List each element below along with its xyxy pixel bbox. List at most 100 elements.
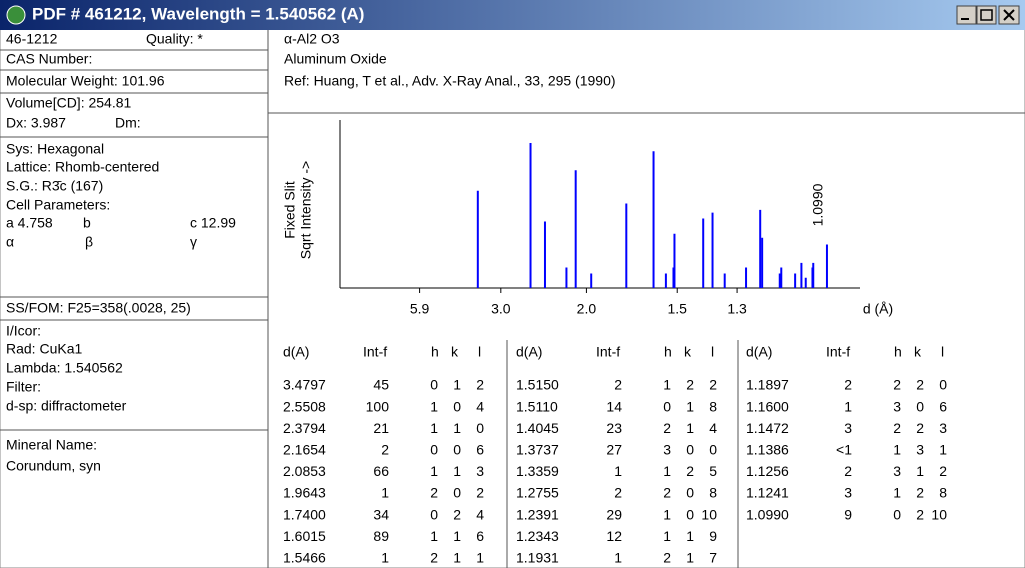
- table-cell: 1.1897: [746, 377, 789, 393]
- table-cell: 1.3737: [516, 442, 559, 458]
- table-cell: 1.9643: [283, 485, 326, 501]
- table-cell: 1: [381, 550, 389, 566]
- radiation: Rad: CuKa1: [6, 341, 82, 357]
- table-cell: 2.5508: [283, 398, 326, 414]
- table-cell: 100: [366, 398, 390, 414]
- table-cell: 0: [916, 398, 924, 414]
- table-cell: 2: [686, 377, 694, 393]
- table-cell: 1: [893, 485, 901, 501]
- table-cell: 4: [476, 506, 484, 522]
- separators: [0, 49, 1025, 568]
- table-cell: 2: [453, 506, 461, 522]
- column-header: l: [711, 344, 714, 360]
- table-cell: 2: [614, 377, 622, 393]
- table-cell: 3: [844, 420, 852, 436]
- table-cell: 3: [916, 442, 924, 458]
- table-cell: 2: [476, 377, 484, 393]
- table-cell: 1.1386: [746, 442, 789, 458]
- compound-name: Aluminum Oxide: [284, 51, 387, 67]
- table-cell: 12: [606, 528, 622, 544]
- column-header: k: [914, 344, 922, 360]
- table-cell: 34: [373, 506, 389, 522]
- table-cell: 1.1241: [746, 485, 789, 501]
- table-cell: 4: [709, 420, 717, 436]
- table-cell: 2.1654: [283, 442, 326, 458]
- table-cell: 10: [931, 506, 947, 522]
- i-icor: I/Icor:: [6, 323, 41, 339]
- table-cell: 2: [916, 506, 924, 522]
- table-cell: 7: [709, 550, 717, 566]
- table-cell: 8: [939, 485, 947, 501]
- table-cell: 1: [476, 550, 484, 566]
- table-cell: 6: [476, 442, 484, 458]
- dm: Dm:: [115, 115, 141, 131]
- table-cell: 2: [893, 377, 901, 393]
- table-cell: 23: [606, 420, 622, 436]
- table-cell: 1.1600: [746, 398, 789, 414]
- table-cell: 14: [606, 398, 622, 414]
- table-cell: 1.2343: [516, 528, 559, 544]
- column-header: d(A): [746, 344, 772, 360]
- table-cell: 2: [663, 485, 671, 501]
- column-header: h: [664, 344, 672, 360]
- table-cell: 5: [709, 463, 717, 479]
- table-cell: 1: [430, 398, 438, 414]
- cell-beta: β: [85, 234, 93, 250]
- table-cell: 2: [614, 485, 622, 501]
- table-cell: 8: [709, 398, 717, 414]
- column-header: Int-f: [826, 344, 850, 360]
- table-cell: 0: [939, 377, 947, 393]
- table-cell: 45: [373, 377, 389, 393]
- table-cell: 1: [663, 377, 671, 393]
- table-cell: 1.5110: [516, 398, 558, 414]
- table-cell: 1: [430, 528, 438, 544]
- table-cell: 1: [893, 442, 901, 458]
- table-cell: 2: [844, 463, 852, 479]
- table-cell: 27: [606, 442, 622, 458]
- maximize-button[interactable]: [976, 5, 997, 25]
- x-tick-label: 1.3: [727, 301, 747, 317]
- column-header: h: [894, 344, 902, 360]
- x-tick-label: 5.9: [410, 301, 430, 317]
- app-icon: [6, 5, 26, 25]
- table-cell: 2: [709, 377, 717, 393]
- cell-b: b: [83, 215, 91, 231]
- close-button[interactable]: [998, 5, 1020, 25]
- table-cell: 1: [663, 463, 671, 479]
- table-cell: 0: [430, 442, 438, 458]
- table-cell: 1: [686, 420, 694, 436]
- column-header: k: [684, 344, 692, 360]
- table-cell: 1.1256: [746, 463, 789, 479]
- table-cell: 29: [606, 506, 622, 522]
- y-axis-label: Sqrt Intensity ->: [298, 161, 314, 259]
- table-cell: 1: [686, 550, 694, 566]
- table-cell: 6: [476, 528, 484, 544]
- minimize-button[interactable]: [956, 5, 977, 25]
- cell-alpha: α: [6, 234, 14, 250]
- table-cell: 1: [453, 420, 461, 436]
- table-cell: 2: [381, 442, 389, 458]
- table-cell: 9: [709, 528, 717, 544]
- space-group: S.G.: R3̄c (167): [6, 178, 103, 194]
- table-cell: 1: [614, 550, 622, 566]
- table-cell: 1.7400: [283, 506, 326, 522]
- lambda: Lambda: 1.540562: [6, 360, 123, 376]
- pdf-number: 46-1212: [6, 31, 58, 47]
- table-cell: 1: [453, 463, 461, 479]
- table-cell: 2: [916, 485, 924, 501]
- table-cell: 6: [939, 398, 947, 414]
- cas-number: CAS Number:: [6, 51, 92, 67]
- system: Sys: Hexagonal: [6, 141, 104, 157]
- column-header: h: [431, 344, 439, 360]
- table-cell: 2: [893, 420, 901, 436]
- table-cell: 1: [614, 463, 622, 479]
- table-cell: 3: [844, 485, 852, 501]
- table-cell: 0: [686, 506, 694, 522]
- table-cell: 1: [430, 420, 438, 436]
- table-cell: 1: [663, 506, 671, 522]
- table-cell: 66: [373, 463, 389, 479]
- x-axis-label: d (Å): [863, 301, 893, 317]
- formula: α-Al2 O3: [284, 31, 340, 47]
- table-cell: 1.5150: [516, 377, 559, 393]
